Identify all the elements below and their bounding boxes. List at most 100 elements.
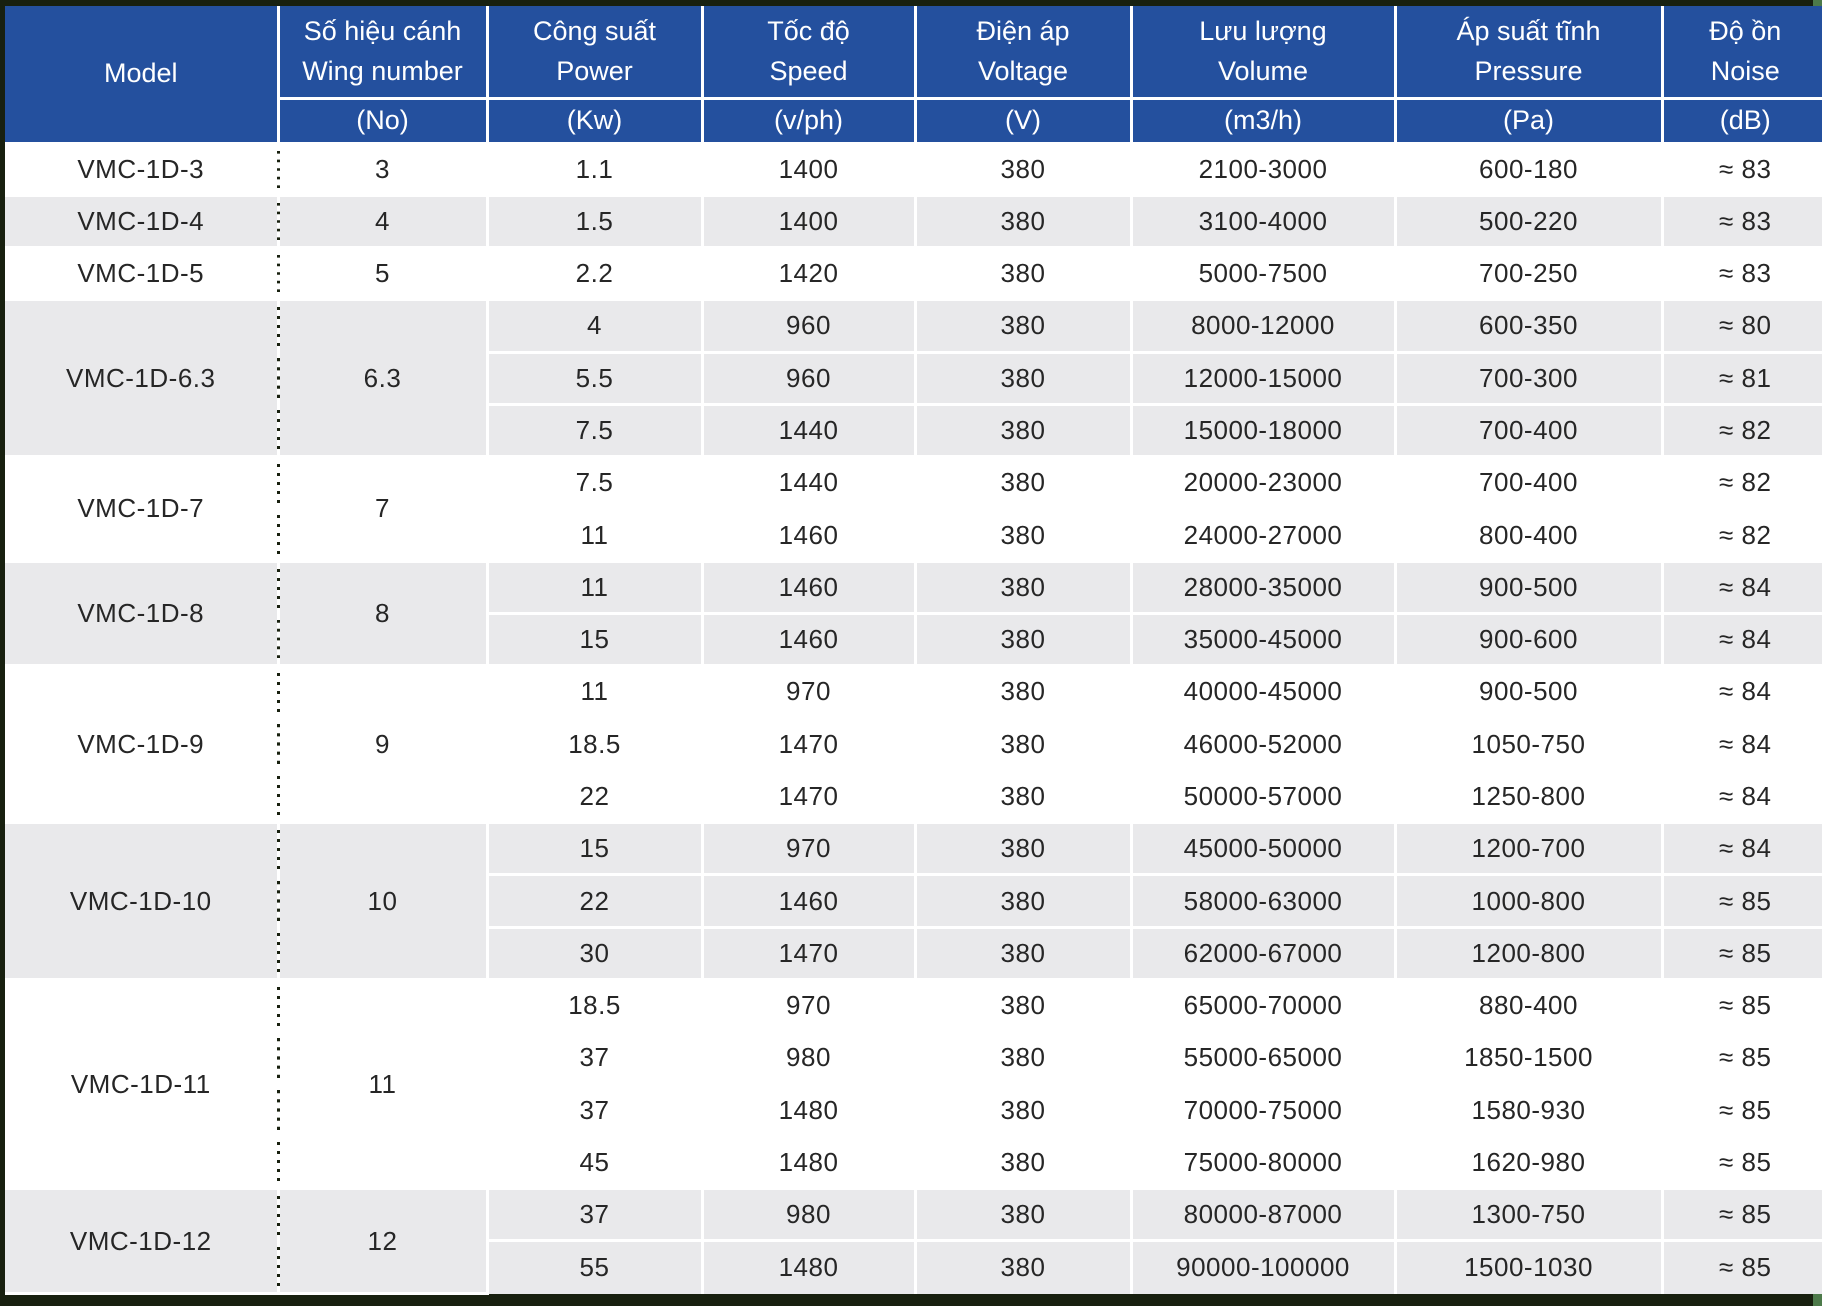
table-row: VMC-1D-3 3 1.1 1400 380 2100-3000 600-180 ≈ 83: [5, 141, 1822, 197]
voltage-cell: 380: [913, 246, 1133, 302]
col-label-vi: Độ ồn: [1709, 15, 1782, 46]
volume-cell: 8000-12000: [1129, 298, 1397, 354]
power-cell: 45: [487, 1134, 704, 1191]
table-row: 37 980 380 55000-65000 1850-1500 ≈ 85: [5, 1030, 1822, 1086]
speed-cell: 1400: [700, 141, 917, 197]
speed-cell: 1470: [700, 716, 917, 772]
volume-cell: 90000-100000: [1129, 1239, 1397, 1294]
power-cell: 18.5: [485, 977, 704, 1034]
model-cell: VMC-1D-4: [5, 193, 280, 250]
table-row: VMC-1D-4 4 1.5 1400 380 3100-4000 500-220 ≈ 83: [5, 193, 1822, 250]
volume-cell: 20000-23000: [1129, 455, 1397, 511]
col-label-en: Pressure: [1474, 56, 1583, 86]
pressure-cell: 700-400: [1393, 402, 1664, 459]
col-unit-volume: (m3/h): [1129, 96, 1397, 145]
noise-cell: ≈ 85: [1660, 873, 1822, 929]
noise-cell: ≈ 85: [1660, 925, 1822, 982]
power-cell: 2.2: [485, 246, 704, 302]
speed-cell: 1460: [700, 873, 917, 929]
col-label-en: Speed: [769, 56, 848, 86]
volume-cell: 75000-80000: [1129, 1134, 1397, 1191]
noise-cell: ≈ 85: [1660, 1239, 1822, 1294]
col-header-noise: Độ ồn Noise: [1660, 6, 1822, 100]
volume-cell: 5000-7500: [1129, 246, 1397, 302]
speed-cell: 960: [700, 298, 917, 354]
power-cell: 11: [485, 664, 704, 720]
table-row: 5.5 960 380 12000-15000 700-300 ≈ 81: [5, 350, 1822, 406]
col-label-en: Voltage: [977, 56, 1069, 86]
speed-cell: 970: [700, 664, 917, 720]
power-cell: 15: [487, 612, 704, 668]
table-row: 18.5 1470 380 46000-52000 1050-750 ≈ 84: [5, 716, 1822, 772]
noise-cell: ≈ 83: [1660, 141, 1822, 197]
voltage-cell: 380: [913, 1187, 1133, 1243]
table-row: 37 1480 380 70000-75000 1580-930 ≈ 85: [5, 1082, 1822, 1138]
col-unit-pressure: (Pa): [1393, 96, 1664, 145]
power-cell: 5.5: [487, 350, 704, 406]
table-row: VMC-1D-9 9 11 970 380 40000-45000 900-500 ≈ 84: [5, 664, 1822, 825]
volume-cell: 55000-65000: [1129, 1030, 1397, 1086]
noise-cell: ≈ 85: [1660, 977, 1822, 1034]
pressure-cell: 1620-980: [1393, 1134, 1664, 1191]
power-cell: 15: [485, 821, 704, 877]
wing-number-cell: 3: [278, 141, 489, 197]
pressure-cell: 1050-750: [1393, 716, 1664, 772]
power-cell: 11: [485, 559, 704, 616]
noise-cell: ≈ 84: [1660, 612, 1822, 668]
voltage-cell: 380: [913, 716, 1133, 772]
model-cell: VMC-1D-10: [5, 821, 280, 981]
speed-cell: 1440: [700, 455, 917, 511]
header-units-row: (No) (Kw) (v/ph) (V) (m3/h) (Pa) (dB): [5, 96, 1822, 145]
power-cell: 55: [487, 1239, 704, 1294]
col-label-vi: Công suất: [532, 15, 657, 46]
fan-spec-table: Model Số hiệu cánh Wing number Công suất Po…: [5, 6, 1822, 1295]
voltage-cell: 380: [913, 1030, 1133, 1086]
speed-cell: 960: [700, 350, 917, 406]
voltage-cell: 380: [913, 141, 1133, 197]
table-row: VMC-1D-6.3 6.3 4 960 380 8000-12000 600-350 ≈ 8…: [5, 298, 1822, 459]
speed-cell: 1460: [700, 612, 917, 668]
col-label-en: Power: [556, 56, 633, 86]
pressure-cell: 500-220: [1393, 193, 1664, 250]
model-cell: VMC-1D-12: [5, 1187, 280, 1295]
noise-cell: ≈ 82: [1660, 402, 1822, 459]
volume-cell: 65000-70000: [1129, 977, 1397, 1034]
col-label-en: Wing number: [302, 56, 463, 86]
pressure-cell: 600-350: [1393, 298, 1664, 354]
table-row: 15 1460 380 35000-45000 900-600 ≈ 84: [5, 612, 1822, 668]
power-cell: 7.5: [487, 402, 704, 459]
volume-cell: 62000-67000: [1129, 925, 1397, 982]
table-row: 22 1460 380 58000-63000 1000-800 ≈ 85: [5, 873, 1822, 929]
voltage-cell: 380: [913, 1239, 1133, 1294]
wing-number-cell: 6.3: [278, 298, 489, 459]
noise-cell: ≈ 82: [1660, 507, 1822, 563]
col-header-pressure: Áp suất tĩnh Pressure: [1393, 6, 1664, 100]
voltage-cell: 380: [913, 612, 1133, 668]
speed-cell: 970: [700, 821, 917, 877]
table-row: 45 1480 380 75000-80000 1620-980 ≈ 85: [5, 1134, 1822, 1191]
pressure-cell: 1580-930: [1393, 1082, 1664, 1138]
model-cell: VMC-1D-7: [5, 455, 280, 563]
power-cell: 1.5: [485, 193, 704, 250]
noise-cell: ≈ 82: [1660, 455, 1822, 511]
speed-cell: 1470: [700, 925, 917, 982]
col-label-vi: Điện áp: [976, 15, 1070, 46]
col-header-speed: Tốc độ Speed: [700, 6, 917, 100]
pressure-cell: 1300-750: [1393, 1187, 1664, 1243]
noise-cell: ≈ 81: [1660, 350, 1822, 406]
noise-cell: ≈ 84: [1660, 768, 1822, 825]
col-label-vi: Áp suất tĩnh: [1456, 15, 1601, 46]
speed-cell: 1440: [700, 402, 917, 459]
voltage-cell: 380: [913, 507, 1133, 563]
col-label-vi: Lưu lượng: [1199, 15, 1327, 46]
volume-cell: 28000-35000: [1129, 559, 1397, 616]
col-label-en: Noise: [1710, 56, 1780, 86]
volume-cell: 80000-87000: [1129, 1187, 1397, 1243]
pressure-cell: 1500-1030: [1393, 1239, 1664, 1294]
voltage-cell: 380: [913, 402, 1133, 459]
speed-cell: 1480: [700, 1239, 917, 1294]
power-cell: 37: [487, 1082, 704, 1138]
col-header-volume: Lưu lượng Volume: [1129, 6, 1397, 100]
col-unit-power: (Kw): [485, 96, 704, 145]
